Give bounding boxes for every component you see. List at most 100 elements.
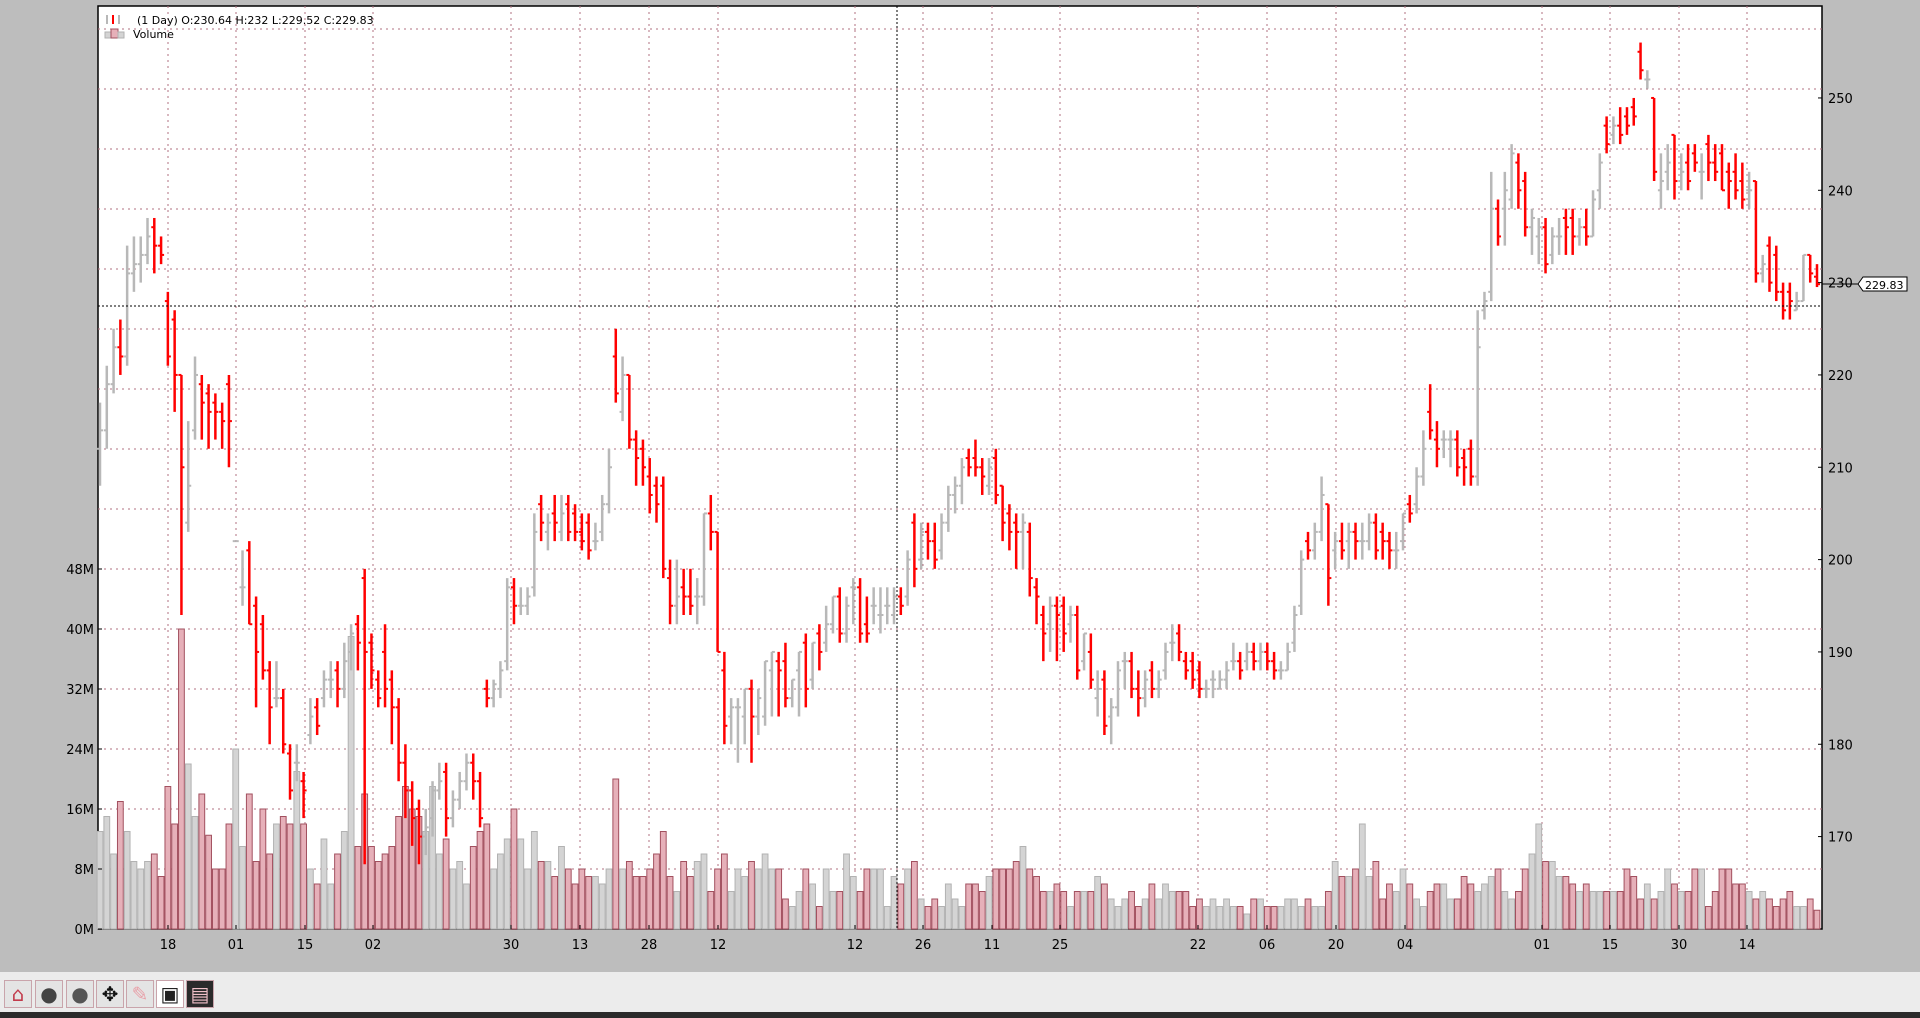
volume-bar [883,906,891,930]
ohlc-bar [456,771,463,809]
volume-bar [537,861,545,930]
ohlc-bar [1366,513,1373,551]
ohlc-bar [1352,522,1359,560]
ohlc-bar [225,374,232,468]
ohlc-volume-chart[interactable]: 18 01 15 02 30 13 28 12 12 26 11 25 22 06 20 04 01 15 30 14… [0,0,1920,972]
ohlc-bar [1243,642,1250,671]
configure-subplots-button[interactable]: ▣ [156,980,184,1008]
ohlc-bar [585,513,592,560]
ohlc-bar [1691,144,1698,172]
ohlc-bar [538,494,545,542]
volume-bar [239,846,246,930]
home-button[interactable]: ⌂ [4,980,32,1008]
volume-bar [1528,853,1536,930]
forward-button[interactable]: ● [66,980,94,1008]
ohlc-bar [1264,642,1271,671]
volume-bar [673,891,681,930]
volume-bar [1216,906,1224,930]
plot-area[interactable] [97,5,1823,930]
volume-bar [877,868,884,930]
volume-bar [1365,876,1373,930]
volume-bar [1745,891,1753,930]
volume-bar [1643,883,1651,930]
ohlc-bar [334,661,341,708]
volume-bar [714,868,721,930]
ohlc-bar [1196,661,1203,699]
ohlc-bar [1311,522,1318,560]
volume-bar [1033,876,1040,930]
volume-bar [870,868,878,930]
ohlc-bar [259,614,266,680]
x-tick-label: 11 [984,938,1001,953]
pan-button[interactable]: ✥ [96,980,124,1008]
ohlc-bar [1101,670,1108,736]
volume-bar [1291,898,1298,930]
volume-bar [110,853,117,930]
ohlc-bar [239,550,246,606]
volume-bar [1073,891,1081,930]
ohlc-bar [551,494,558,542]
volume-bar [890,876,898,930]
ohlc-bar [1481,291,1488,320]
navigation-toolbar: ⌂ ● ● ✥ ✎ ▣ ▤ [0,972,1920,1012]
volume-bar [1128,891,1135,930]
ohlc-bar [422,808,429,856]
volume-legend-label: Volume [133,28,174,41]
zoom-button[interactable]: ✎ [126,980,154,1008]
volume-bar [1684,891,1692,930]
ohlc-bar [911,513,918,588]
volume-bar [1481,883,1488,930]
ohlc-bar [1148,661,1155,699]
status-strip [0,1012,1920,1018]
ohlc-bar [1318,476,1325,542]
ohlc-bar [103,365,110,449]
volume-bar [1372,861,1380,930]
ohlc-bar [1786,282,1793,320]
volume-bar [1229,906,1237,930]
volume-bar [1067,906,1074,930]
ohlc-bar [829,595,836,634]
volume-bar [1542,861,1549,930]
back-button[interactable]: ● [35,980,63,1008]
x-tick-label: 13 [572,938,589,953]
ohlc-bar [409,781,416,846]
volume-bar [938,906,945,930]
ohlc-bar [1420,430,1427,486]
ohlc-bar [802,633,809,708]
volume-bar [1440,883,1448,930]
price-tick-label: 240 [1828,184,1853,199]
volume-bar [727,891,735,930]
ohlc-bar [578,513,585,551]
ohlc-bar [1332,531,1339,569]
volume-bar [1664,868,1672,930]
ohlc-bar [1488,171,1495,302]
ohlc-bar [463,753,470,791]
ohlc-bar [755,688,762,736]
ohlc-bar [1230,642,1237,671]
x-tick-label: 14 [1739,938,1756,953]
volume-bar [1039,891,1047,930]
home-icon: ⌂ [11,982,25,1006]
ohlc-bar [1752,180,1759,283]
volume-bar [449,868,457,930]
ohlc-bar [341,642,348,699]
save-button[interactable]: ▤ [186,980,214,1008]
volume-bar [1616,891,1624,930]
volume-tick-label: 40M [66,623,94,638]
volume-bar [1202,906,1210,930]
volume-bar [1270,906,1278,930]
ohlc-bar [361,568,368,865]
ohlc-bar [158,236,165,265]
ohlc-bar [952,476,959,514]
ohlc-bar [97,402,103,486]
ohlc-bar [348,624,355,671]
volume-bar [137,868,145,930]
ohlc-bar [1060,596,1067,652]
price-tick-label: 250 [1828,92,1853,107]
ohlc-bar [748,679,755,763]
ohlc-bar [1610,116,1617,145]
volume-bar [1338,876,1346,930]
ohlc-bar [1305,531,1312,560]
ohlc-bar [1325,503,1332,606]
volume-bar [978,891,986,930]
